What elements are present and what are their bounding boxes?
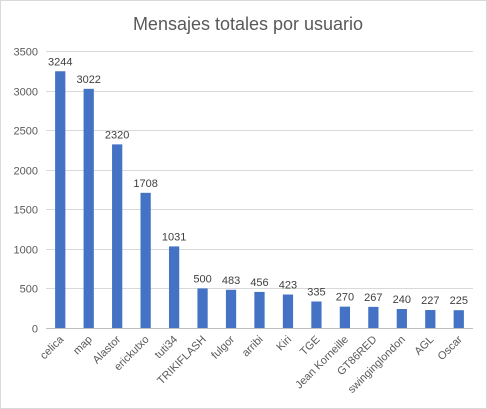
data-label: 423 [279,280,297,292]
y-tick-label: 3000 [14,87,38,99]
x-category-label: AGL [412,334,436,358]
data-labels: 3244 3022 2320 1708 1031 500 483 456 423 335 270 26… [48,56,468,307]
x-category-label: fulgor [209,333,237,361]
data-label: 227 [421,295,439,307]
bars [55,71,464,329]
data-label: 3022 [76,74,100,86]
bar-jean-korneille [339,306,351,328]
y-tick-label: 1500 [14,205,38,217]
data-label: 335 [307,286,325,298]
bar-swinginglondon [396,309,407,328]
y-tick-label: 0 [32,324,38,336]
bar-celica [55,71,66,329]
bar-fulgor [225,289,237,328]
x-category-label: arribi [240,334,266,360]
data-label: 240 [393,294,411,306]
bar-map [83,88,94,328]
bar-tuti34 [168,246,180,328]
x-category-label: celica [38,333,67,362]
bar-alastor [112,144,123,328]
y-tick-label: 500 [20,284,38,296]
y-tick-label: 2500 [14,126,38,138]
data-label: 267 [364,292,382,304]
bar-oscar [453,310,464,328]
y-tick-label: 3500 [14,47,38,59]
x-category-label: Kiri [274,334,294,354]
bar-kiri [282,294,294,328]
y-tick-label: 1000 [14,245,38,257]
bar-trikiflash [197,288,208,328]
data-label: 1031 [162,231,186,243]
data-label: 456 [250,277,268,289]
data-label: 2320 [105,129,129,141]
y-axis-ticks: 0 500 1000 1500 2000 2500 3000 3500 [14,47,38,336]
data-label: 225 [450,295,468,307]
x-category-label: map [71,334,95,358]
data-label: 3244 [48,56,72,68]
data-label: 270 [336,292,354,304]
y-tick-label: 2000 [14,166,38,178]
data-label: 500 [193,273,211,285]
bar-arribi [254,291,265,328]
data-label: 1708 [133,178,157,190]
bar-agl [425,310,436,328]
bar-tge [311,301,322,328]
bar-erickutxo [140,192,151,328]
data-label: 483 [222,275,240,287]
x-category-label: TGE [298,334,322,358]
bar-gt86red [368,306,379,328]
x-category-label: Oscar [436,333,465,362]
chart-title: Mensajes totales por usuario [133,14,363,34]
